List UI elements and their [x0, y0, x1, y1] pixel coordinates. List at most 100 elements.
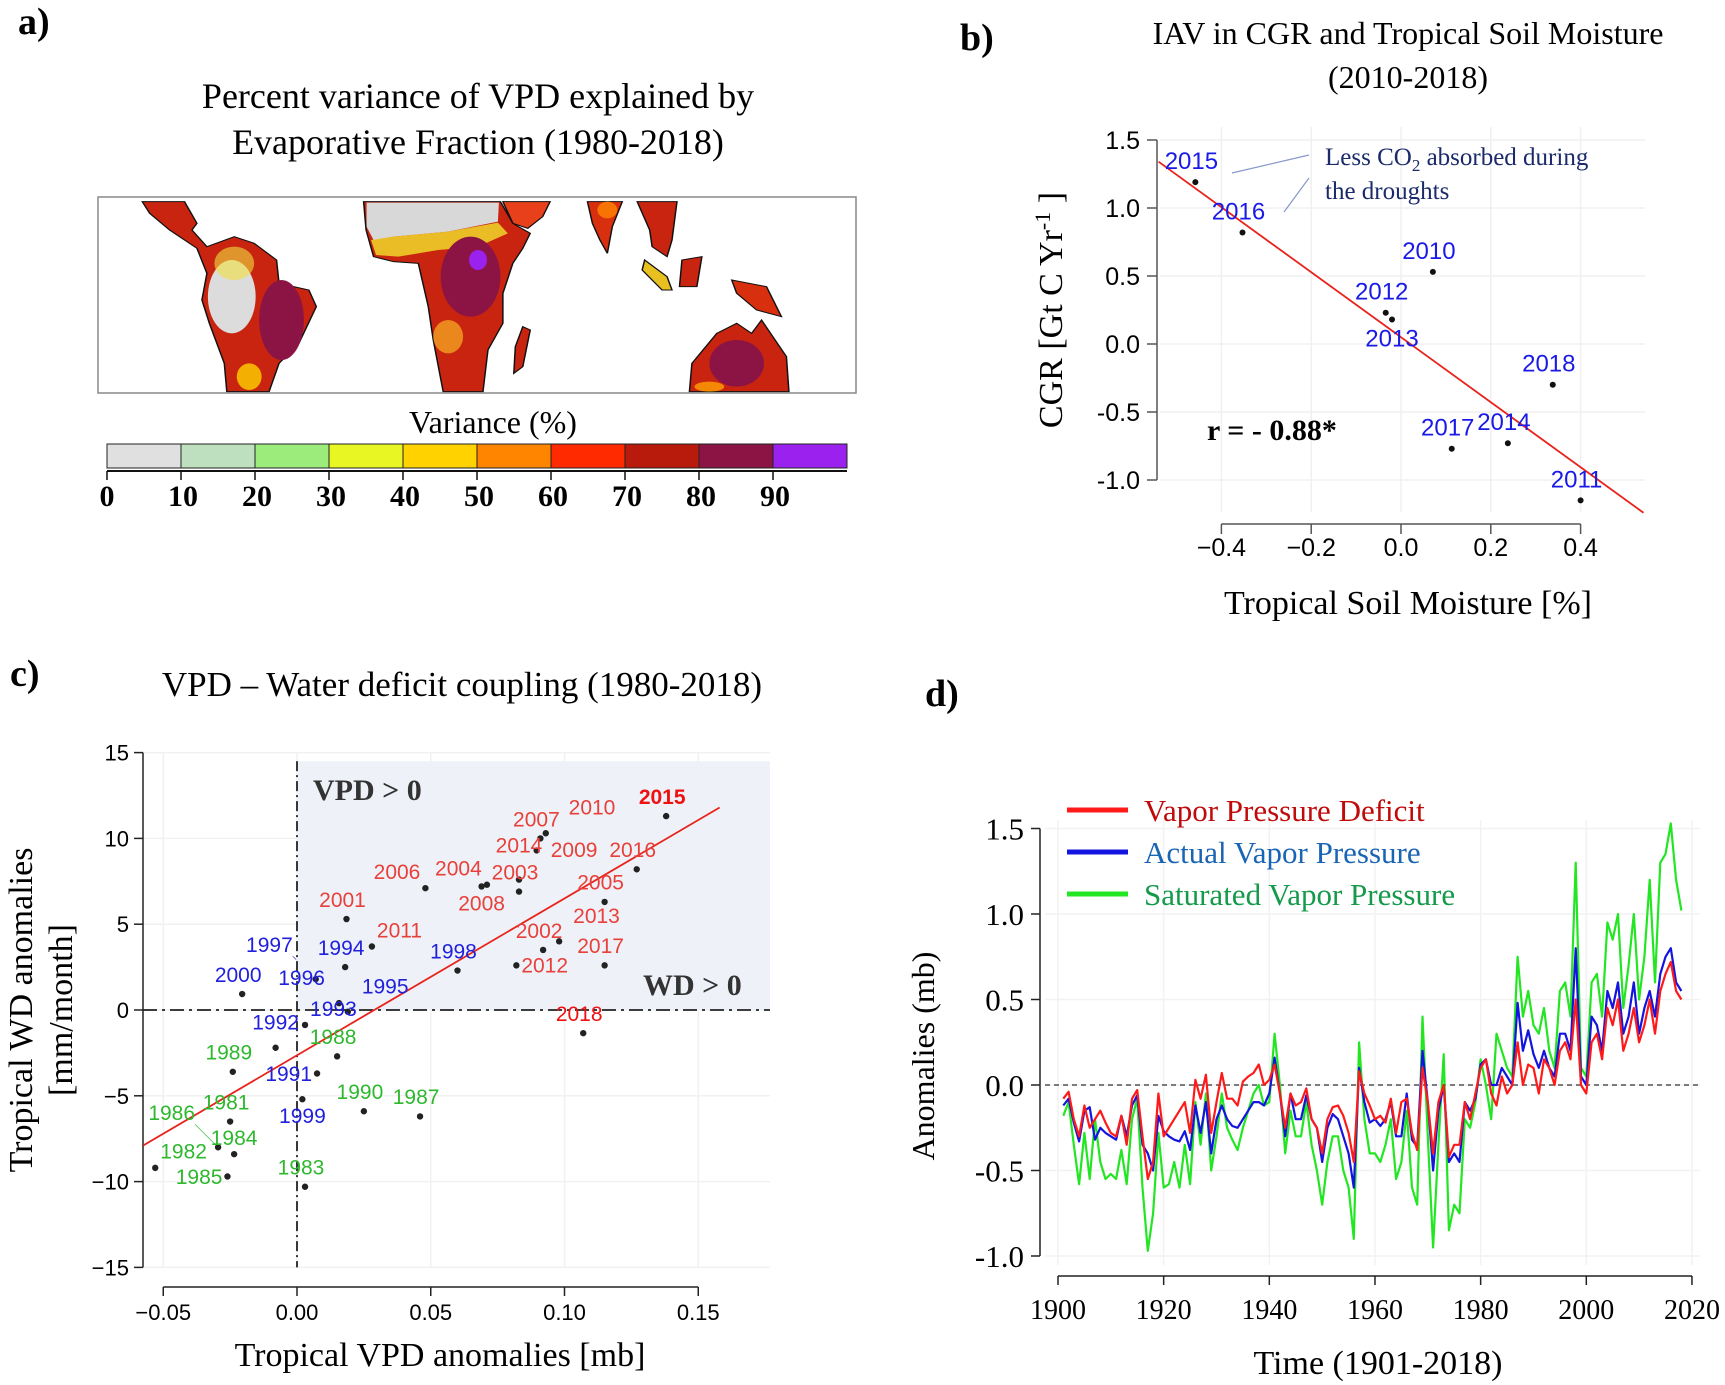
y-tick-label: -0.5 [1097, 399, 1140, 427]
data-point-2013 [555, 938, 563, 945]
point-label-1985: 1985 [176, 1166, 223, 1189]
colorbar-swatch [550, 443, 626, 469]
point-label-2014: 2014 [496, 834, 543, 857]
data-point-1987 [416, 1113, 424, 1120]
line-d-xlabel: Time (1901-2018) [1253, 1345, 1502, 1382]
data-point-1986 [214, 1144, 222, 1151]
point-label-2005: 2005 [577, 872, 624, 895]
colorbar: 0 10 20 30 40 50 60 70 80 90 [100, 443, 848, 513]
point-label-2016: 2016 [609, 839, 656, 862]
point-label-1992: 1992 [252, 1012, 299, 1035]
point-label-1991: 1991 [265, 1063, 312, 1086]
y-tick-label: −10 [92, 1170, 129, 1195]
regression-line [1158, 160, 1644, 514]
correlation-text: r = - 0.88* [1207, 414, 1337, 447]
point-label-2018: 2018 [1522, 351, 1575, 378]
ylabel-b-text: CGR [Gt C Yr [1033, 229, 1070, 428]
colorbar-swatch [254, 443, 330, 469]
point-label-2016: 2016 [1212, 198, 1265, 225]
data-point-2017 [601, 962, 608, 969]
series-line-vapor-pressure-deficit [1062, 960, 1683, 1181]
colorbar-swatch [106, 443, 182, 469]
data-point-2017 [1448, 445, 1455, 452]
scatter-b-plot: 1.5 1.0 0.5 0.0 -0.5 -1.0 −0.4 −0.2 0.0 0.2 0.4 201… [1097, 127, 1645, 562]
quadrant-label-wd: WD > 0 [643, 969, 742, 1002]
y-tick-label: 10 [105, 826, 129, 851]
point-label-2018: 2018 [556, 1003, 603, 1026]
x-tick-label: 0.00 [276, 1300, 319, 1325]
point-label-1981: 1981 [203, 1091, 250, 1114]
point-label-2013: 2013 [1365, 325, 1418, 352]
y-tick-label: 5 [117, 912, 129, 937]
data-point-2004 [483, 881, 491, 888]
y-tick-label: 1.0 [1105, 195, 1140, 223]
point-label-1988: 1988 [310, 1026, 357, 1049]
y-tick-label: 0.5 [985, 983, 1024, 1018]
point-label-1994: 1994 [318, 937, 365, 960]
point-label-2009: 2009 [551, 839, 598, 862]
y-tick-label: 0.0 [985, 1068, 1024, 1103]
label-leader-1986 [194, 1124, 219, 1148]
point-label-1986: 1986 [148, 1102, 195, 1125]
data-point-1983 [301, 1183, 309, 1190]
colorbar-tick-label: 70 [612, 480, 642, 513]
x-tick-label: 0.2 [1473, 534, 1508, 562]
ylabel-b-superscript: -1 [1030, 212, 1055, 230]
point-label-1995: 1995 [362, 976, 409, 999]
data-point-1998 [454, 967, 461, 974]
colorbar-swatch [180, 443, 256, 469]
point-label-2015: 2015 [639, 786, 686, 809]
y-tick-label: 1.0 [985, 897, 1024, 932]
data-point-2015 [662, 812, 670, 820]
data-point-2006 [422, 884, 429, 892]
data-point-1982 [152, 1164, 159, 1172]
panel-label-c: c) [10, 653, 40, 695]
colorbar-tick-label: 80 [686, 480, 716, 513]
point-label-1983: 1983 [278, 1157, 325, 1180]
map-new-guinea [730, 279, 783, 318]
map-title-line1: Percent variance of VPD explained by [202, 76, 754, 116]
data-point-2010 [1429, 268, 1436, 275]
scatter-c-xlabel: Tropical VPD anomalies [mb] [235, 1337, 646, 1374]
x-tick-label: 0.4 [1563, 534, 1598, 562]
panel-c: VPD – Water deficit coupling (1980-2018)… [3, 665, 770, 1374]
data-point-2016 [1239, 229, 1246, 236]
point-label-1997: 1997 [246, 934, 293, 957]
x-tick-label: −0.05 [135, 1300, 191, 1325]
panel-b: IAV in CGR and Tropical Soil Moisture (2… [1030, 15, 1663, 622]
data-point-1985 [224, 1173, 231, 1180]
panel-label-a: a) [18, 1, 50, 43]
y-tick-label: 0.0 [1105, 331, 1140, 359]
point-label-2017: 2017 [577, 935, 624, 958]
point-label-2011: 2011 [377, 919, 422, 942]
point-label-1998: 1998 [430, 940, 477, 963]
point-label-1989: 1989 [205, 1042, 252, 1065]
point-label-2008: 2008 [458, 892, 505, 915]
x-tick-label: 1920 [1136, 1295, 1192, 1326]
colorbar-tick-label: 30 [316, 480, 346, 513]
data-point-2018 [580, 1029, 587, 1037]
data-point-2011 [368, 943, 376, 950]
scatter-b-ylabel: CGR [Gt C Yr-1 ] [1030, 192, 1070, 428]
point-label-2011: 2011 [1551, 466, 1603, 493]
colorbar-tick-label: 10 [168, 480, 198, 513]
colorbar-tick-label: 50 [464, 480, 494, 513]
data-point-1988 [333, 1053, 341, 1060]
annotation-drought: Less CO2 absorbed during the droughts [1231, 144, 1589, 213]
point-label-2017: 2017 [1421, 415, 1474, 442]
data-point-2014 [515, 876, 523, 883]
data-point-2013 [1389, 316, 1396, 323]
y-tick-label: 1.5 [1105, 127, 1140, 155]
colorbar-swatch [698, 443, 774, 469]
x-tick-label: 1900 [1030, 1295, 1086, 1326]
y-tick-label: 15 [105, 741, 129, 766]
legend-label-0: Vapor Pressure Deficit [1144, 793, 1425, 828]
x-tick-label: 0.05 [409, 1300, 452, 1325]
x-tick-label: 2000 [1558, 1295, 1614, 1326]
data-point-2011 [1577, 497, 1584, 504]
colorbar-tick-label: 90 [760, 480, 790, 513]
data-point-1999 [299, 1096, 306, 1103]
